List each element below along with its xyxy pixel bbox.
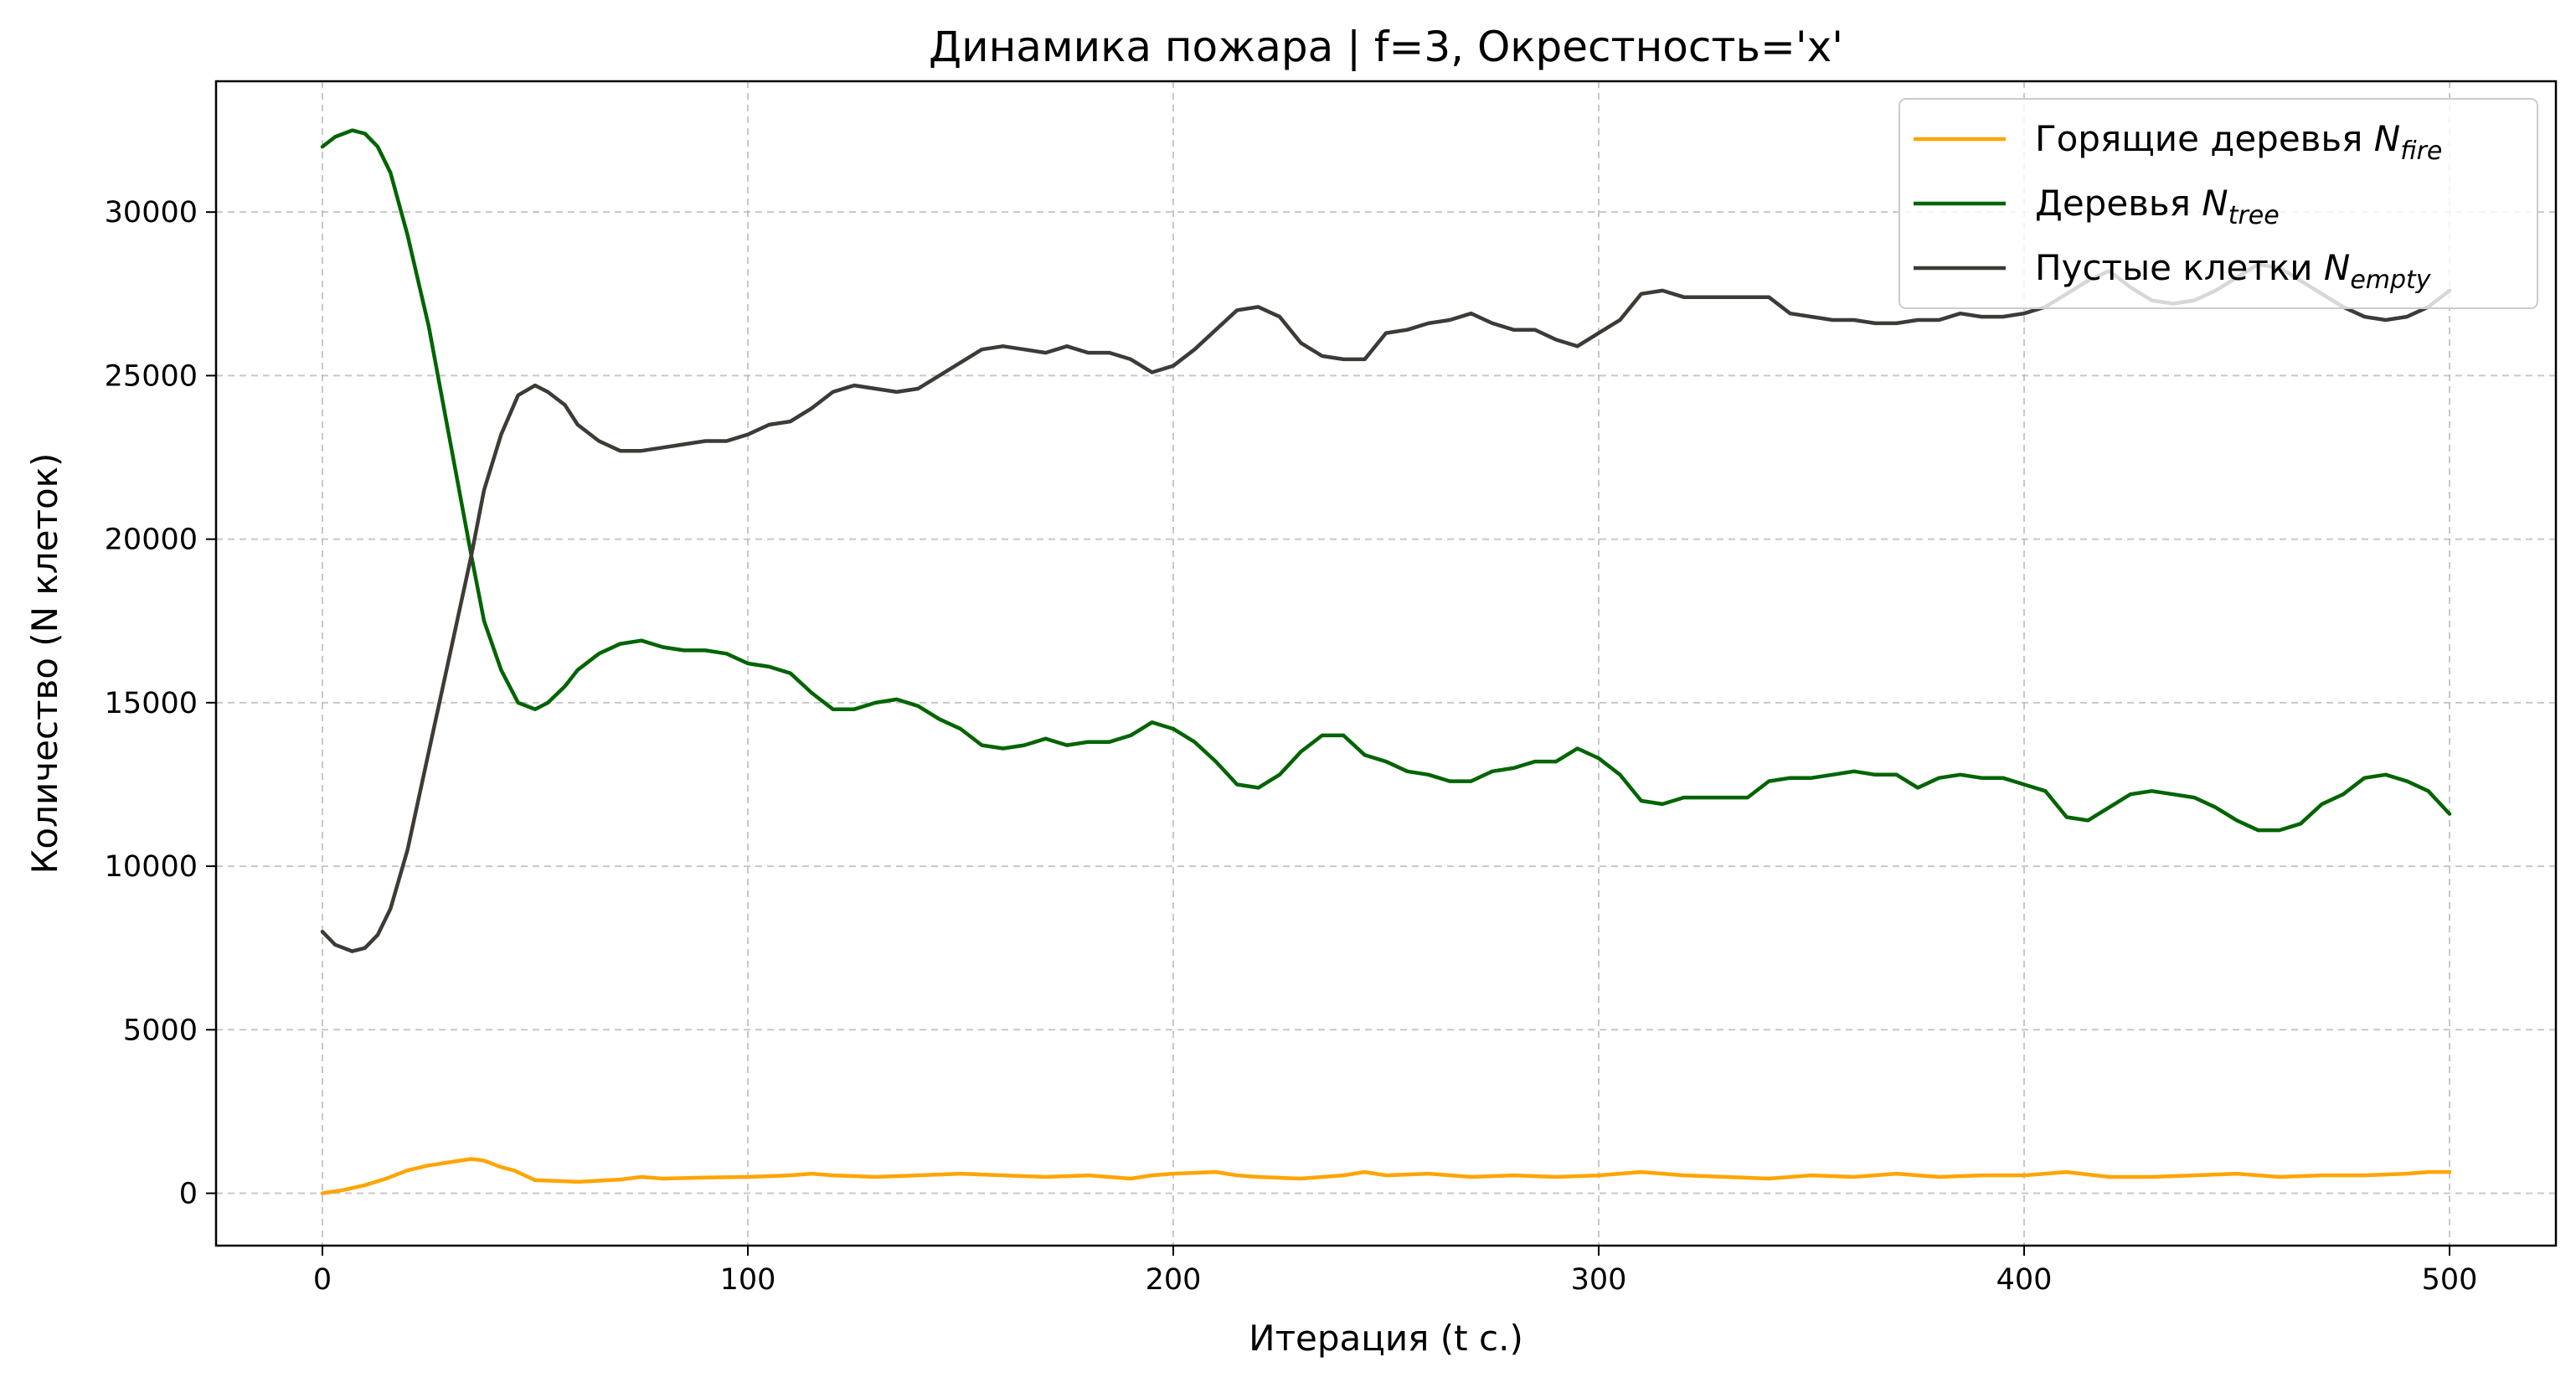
y-tick-label: 10000 bbox=[105, 850, 198, 884]
x-tick-label: 100 bbox=[720, 1263, 776, 1297]
legend-label-empty: Пустые клетки Nempty bbox=[2035, 247, 2432, 295]
x-axis-label: Итерация (t с.) bbox=[1249, 1318, 1523, 1359]
legend-label-tree: Деревья Ntree bbox=[2035, 183, 2280, 230]
series-line-fire bbox=[320, 1157, 2452, 1195]
y-tick-label: 15000 bbox=[105, 687, 198, 720]
legend-label-fire: Горящие деревья Nfire bbox=[2035, 118, 2442, 166]
y-tick-label: 25000 bbox=[105, 359, 198, 393]
y-tick-label: 5000 bbox=[123, 1014, 198, 1047]
x-tick-label: 500 bbox=[2422, 1263, 2478, 1297]
legend-box bbox=[1899, 98, 2538, 309]
chart-title: Динамика пожара | f=3, Окрестность='x' bbox=[929, 23, 1843, 71]
x-tick-label: 300 bbox=[1571, 1263, 1627, 1297]
series-line-tree bbox=[320, 128, 2452, 833]
x-axis-ticks: 0 100 200 300 400 500 bbox=[313, 1246, 2478, 1297]
y-tick-label: 30000 bbox=[105, 196, 198, 230]
x-tick-label: 400 bbox=[1996, 1263, 2053, 1297]
x-tick-label: 0 bbox=[313, 1263, 332, 1297]
y-axis-ticks: 0 5000 10000 15000 20000 25000 30000 bbox=[105, 196, 216, 1211]
y-tick-label: 0 bbox=[179, 1178, 198, 1211]
legend: Горящие деревья Nfire Деревья Ntree Пустые… bbox=[1899, 98, 2538, 309]
y-axis-label: Количество (N клеток) bbox=[24, 453, 65, 875]
plot-frame bbox=[214, 80, 2558, 1247]
x-tick-label: 200 bbox=[1146, 1263, 1202, 1297]
y-tick-label: 20000 bbox=[105, 524, 198, 557]
